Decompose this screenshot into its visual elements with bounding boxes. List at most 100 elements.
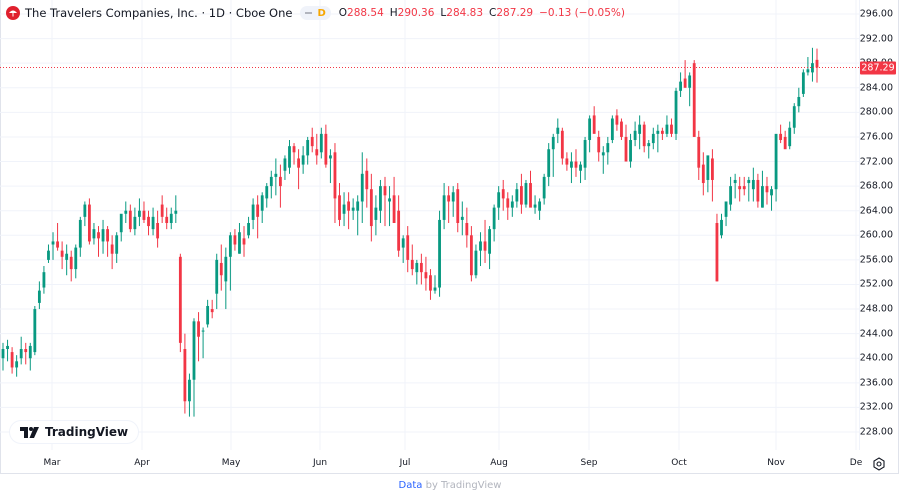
candle-up[interactable] — [606, 136, 610, 165]
candle-down[interactable] — [742, 176, 746, 196]
candle-up[interactable] — [301, 146, 305, 174]
candle-up[interactable] — [15, 355, 19, 377]
candle-up[interactable] — [633, 121, 637, 147]
candle-up[interactable] — [356, 195, 360, 236]
candle-up[interactable] — [74, 244, 78, 279]
candle-up[interactable] — [538, 198, 542, 220]
candle-down[interactable] — [670, 118, 673, 137]
candle-up[interactable] — [83, 201, 87, 227]
candle-up[interactable] — [547, 143, 551, 187]
candle-up[interactable] — [729, 176, 733, 211]
candle-up[interactable] — [274, 158, 278, 196]
candle-up[interactable] — [488, 226, 491, 270]
candle-up[interactable] — [651, 127, 655, 150]
candle-up[interactable] — [65, 244, 69, 276]
candle-up[interactable] — [679, 72, 682, 97]
candle-up[interactable] — [811, 47, 814, 82]
candle-down[interactable] — [410, 244, 414, 276]
candle-down[interactable] — [233, 229, 237, 251]
candle-up[interactable] — [688, 72, 692, 107]
candle-down[interactable] — [365, 158, 369, 208]
candle-up[interactable] — [433, 275, 437, 294]
candle-down[interactable] — [469, 226, 473, 282]
candle-down[interactable] — [406, 226, 410, 273]
candle-down[interactable] — [620, 118, 623, 141]
candle-down[interactable] — [142, 201, 146, 223]
candle-up[interactable] — [37, 281, 41, 310]
candle-up[interactable] — [342, 192, 346, 227]
candle-down[interactable] — [69, 250, 73, 282]
candle-down[interactable] — [615, 109, 619, 131]
candle-up[interactable] — [92, 222, 96, 245]
candle-up[interactable] — [610, 115, 614, 144]
candle-up[interactable] — [269, 170, 273, 199]
candle-down[interactable] — [710, 149, 714, 202]
candle-down[interactable] — [297, 149, 300, 190]
candle-up[interactable] — [401, 235, 405, 263]
candle-down[interactable] — [347, 192, 351, 230]
candle-up[interactable] — [351, 198, 355, 220]
candle-up[interactable] — [497, 186, 501, 220]
candle-down[interactable] — [683, 60, 687, 88]
candle-up[interactable] — [319, 127, 323, 159]
candle-down[interactable] — [324, 124, 328, 168]
candle-up[interactable] — [251, 198, 255, 230]
candle-up[interactable] — [665, 115, 669, 137]
candle-down[interactable] — [369, 173, 373, 242]
candle-up[interactable] — [228, 232, 232, 291]
candle-up[interactable] — [751, 167, 755, 202]
candle-up[interactable] — [674, 87, 678, 141]
candle-up[interactable] — [492, 204, 496, 242]
candle-down[interactable] — [697, 130, 701, 180]
candle-down[interactable] — [592, 106, 596, 134]
candle-up[interactable] — [28, 342, 32, 371]
candle-up[interactable] — [188, 373, 191, 417]
candle-down[interactable] — [642, 121, 646, 153]
candle-down[interactable] — [419, 253, 423, 285]
candle-down[interactable] — [315, 133, 319, 165]
candle-up[interactable] — [510, 195, 514, 217]
candle-down[interactable] — [565, 152, 569, 171]
candle-up[interactable] — [215, 253, 219, 310]
candle-down[interactable] — [765, 176, 769, 205]
candle-up[interactable] — [124, 201, 128, 223]
candle-up[interactable] — [656, 124, 660, 153]
candle-up[interactable] — [761, 170, 764, 208]
candle-down[interactable] — [165, 207, 169, 230]
candle-up[interactable] — [442, 183, 446, 230]
candle-up[interactable] — [460, 201, 464, 236]
candle-up[interactable] — [588, 115, 592, 153]
candle-down[interactable] — [160, 195, 164, 223]
candle-down[interactable] — [210, 299, 214, 319]
candle-up[interactable] — [551, 133, 555, 177]
candle-up[interactable] — [570, 152, 573, 184]
candle-up[interactable] — [515, 183, 519, 208]
candle-down[interactable] — [483, 219, 487, 263]
candle-down[interactable] — [738, 176, 742, 202]
candle-up[interactable] — [115, 232, 119, 263]
candle-up[interactable] — [206, 299, 210, 328]
candle-down[interactable] — [392, 176, 396, 223]
candle-up[interactable] — [6, 339, 9, 362]
data-link[interactable]: Data — [398, 480, 423, 491]
candle-up[interactable] — [329, 149, 332, 184]
candle-up[interactable] — [601, 146, 605, 174]
candle-down[interactable] — [815, 48, 819, 83]
candle-up[interactable] — [265, 183, 269, 208]
candle-down[interactable] — [338, 183, 341, 227]
candle-up[interactable] — [451, 186, 455, 217]
time-axis[interactable]: Mar Apr May Jun Jul Aug Sep Oct Nov De — [0, 450, 863, 474]
candle-down[interactable] — [60, 241, 64, 270]
candle-down[interactable] — [779, 124, 783, 144]
settings-gear-icon[interactable] — [872, 457, 886, 471]
candle-down[interactable] — [310, 127, 314, 153]
candle-down[interactable] — [456, 183, 460, 233]
candle-up[interactable] — [288, 140, 291, 174]
candle-up[interactable] — [42, 266, 46, 294]
candle-down[interactable] — [465, 207, 469, 248]
candle-down[interactable] — [242, 226, 246, 257]
candle-down[interactable] — [110, 235, 114, 270]
candle-down[interactable] — [383, 176, 387, 227]
candle-up[interactable] — [151, 207, 155, 236]
candle-up[interactable] — [542, 173, 546, 205]
